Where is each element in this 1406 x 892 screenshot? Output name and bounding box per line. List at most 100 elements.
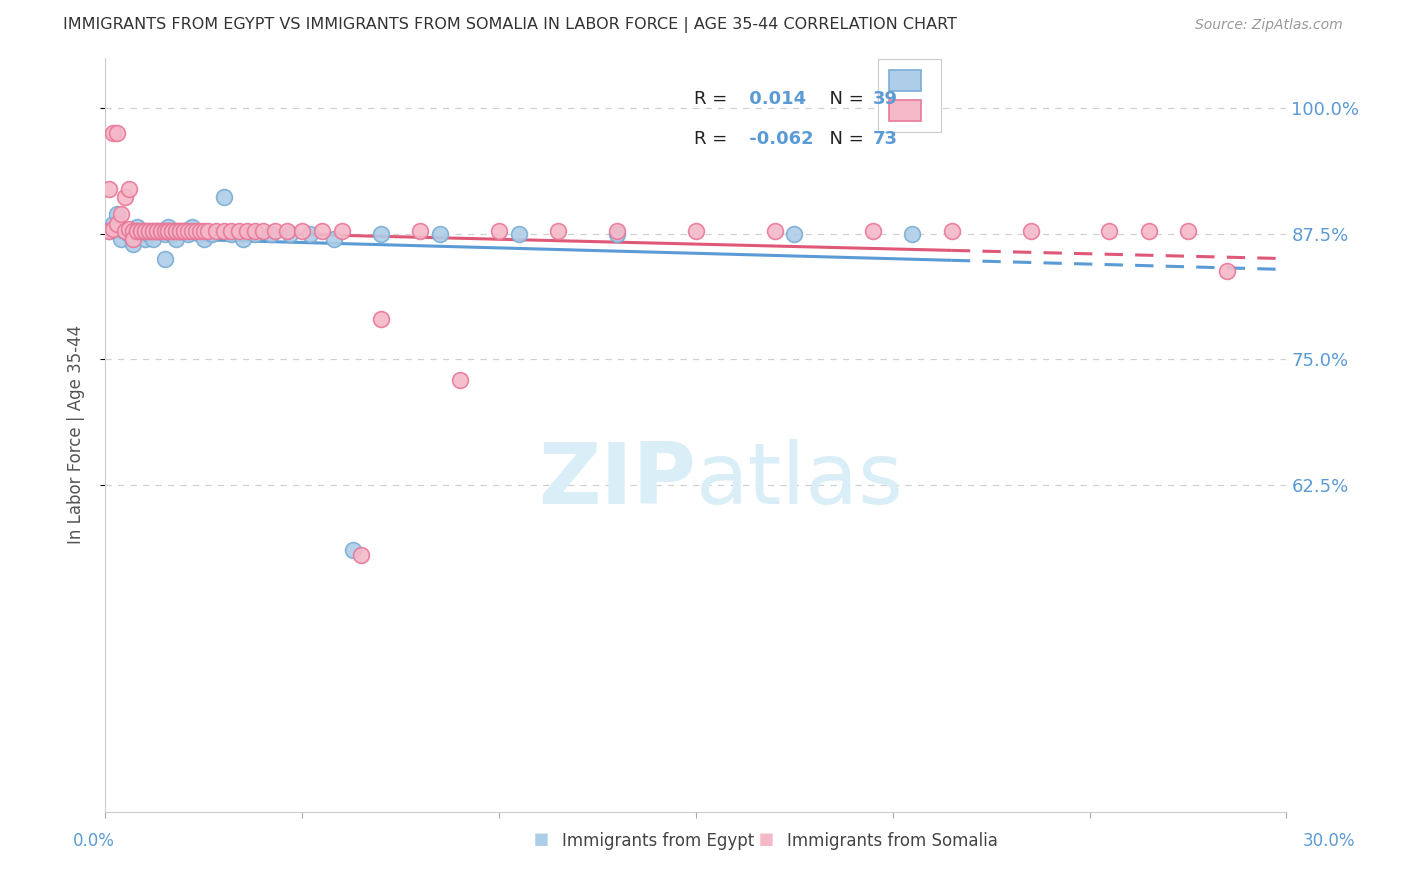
- Point: [138, 224, 160, 238]
- Point: [169, 224, 191, 238]
- Text: 0.0%: 0.0%: [73, 831, 115, 849]
- Text: ▪: ▪: [533, 827, 550, 851]
- Point: [149, 224, 172, 238]
- Point: [134, 224, 156, 238]
- Point: [409, 224, 432, 238]
- Point: [114, 189, 136, 203]
- Point: [685, 224, 707, 238]
- Point: [350, 549, 373, 563]
- Y-axis label: In Labor Force | Age 35-44: In Labor Force | Age 35-44: [66, 326, 84, 544]
- Point: [153, 227, 176, 241]
- Point: [280, 227, 302, 241]
- Point: [165, 224, 187, 238]
- Point: [98, 181, 121, 195]
- Point: [157, 219, 180, 234]
- Point: [134, 232, 156, 246]
- Point: [252, 224, 274, 238]
- Point: [212, 189, 235, 203]
- Point: [138, 227, 160, 241]
- Point: [232, 232, 254, 246]
- Point: [129, 227, 152, 241]
- Point: [145, 224, 167, 238]
- Text: N =: N =: [818, 129, 869, 148]
- Point: [260, 227, 283, 241]
- Point: [370, 227, 392, 241]
- Point: [221, 227, 243, 241]
- Point: [429, 227, 451, 241]
- Point: [221, 224, 243, 238]
- Point: [488, 224, 510, 238]
- Point: [98, 224, 121, 238]
- Point: [142, 232, 165, 246]
- Point: [114, 224, 136, 238]
- Point: [142, 224, 165, 238]
- Text: ▪: ▪: [758, 827, 775, 851]
- Point: [330, 224, 353, 238]
- Point: [110, 207, 132, 221]
- Text: 39: 39: [873, 90, 898, 109]
- Point: [153, 252, 176, 266]
- Point: [125, 224, 148, 238]
- Point: [122, 232, 145, 246]
- Point: [173, 224, 195, 238]
- Point: [322, 232, 344, 246]
- Text: 73: 73: [873, 129, 898, 148]
- Point: [276, 224, 298, 238]
- Point: [212, 224, 235, 238]
- Point: [236, 224, 259, 238]
- Point: [547, 224, 569, 238]
- Text: IMMIGRANTS FROM EGYPT VS IMMIGRANTS FROM SOMALIA IN LABOR FORCE | AGE 35-44 CORR: IMMIGRANTS FROM EGYPT VS IMMIGRANTS FROM…: [63, 18, 957, 33]
- Point: [173, 224, 195, 238]
- Point: [901, 227, 924, 241]
- Point: [153, 224, 176, 238]
- Point: [149, 224, 172, 238]
- Point: [941, 224, 963, 238]
- Point: [105, 217, 128, 231]
- Point: [862, 224, 884, 238]
- Text: R =: R =: [693, 90, 733, 109]
- Point: [125, 219, 148, 234]
- Point: [142, 224, 165, 238]
- Point: [1098, 224, 1121, 238]
- Point: [103, 217, 125, 231]
- Point: [122, 224, 145, 238]
- Point: [162, 224, 184, 238]
- Point: [1177, 224, 1199, 238]
- Point: [114, 224, 136, 238]
- Point: [157, 224, 180, 238]
- Point: [162, 227, 184, 241]
- Text: Immigrants from Egypt: Immigrants from Egypt: [562, 831, 755, 849]
- Point: [129, 224, 152, 238]
- Point: [118, 181, 141, 195]
- Point: [291, 224, 314, 238]
- Text: 30.0%: 30.0%: [1302, 831, 1355, 849]
- Point: [193, 224, 215, 238]
- Point: [138, 224, 160, 238]
- Point: [1137, 224, 1160, 238]
- Point: [763, 224, 786, 238]
- Point: [508, 227, 530, 241]
- Point: [103, 222, 125, 236]
- Point: [105, 127, 128, 141]
- Point: [243, 227, 266, 241]
- Point: [299, 227, 322, 241]
- Point: [606, 224, 628, 238]
- Point: [243, 224, 266, 238]
- Point: [1019, 224, 1042, 238]
- Point: [118, 227, 141, 241]
- Point: [370, 312, 392, 326]
- Point: [157, 224, 180, 238]
- Point: [311, 224, 333, 238]
- Point: [169, 224, 191, 238]
- Point: [177, 227, 200, 241]
- Point: [125, 224, 148, 238]
- Point: [173, 224, 195, 238]
- Point: [177, 224, 200, 238]
- Point: [263, 224, 285, 238]
- Point: [103, 127, 125, 141]
- Point: [188, 227, 211, 241]
- Text: -0.062: -0.062: [744, 129, 814, 148]
- Point: [606, 227, 628, 241]
- Text: atlas: atlas: [696, 439, 904, 522]
- Point: [197, 224, 219, 238]
